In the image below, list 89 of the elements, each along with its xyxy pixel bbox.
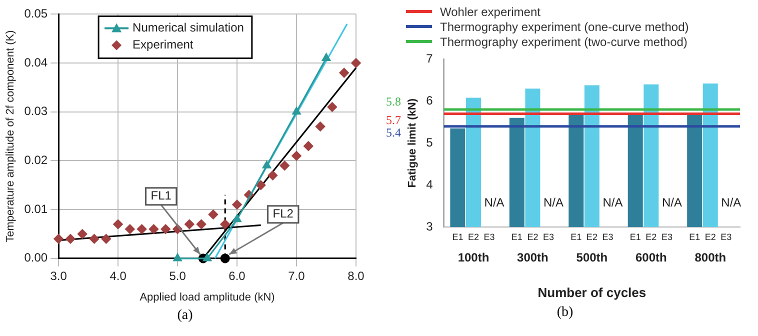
y-tick-label: 0.02 (24, 153, 48, 168)
text: E3 (542, 232, 554, 242)
point (203, 254, 212, 262)
text: E3 (484, 232, 495, 242)
text: N/A (602, 195, 623, 210)
text: N/A (543, 195, 564, 210)
point (280, 160, 290, 170)
x-axis-title: Applied load amplitude (kN) (140, 291, 275, 304)
x-tick-label: 7.0 (288, 268, 306, 283)
x-tick-label: 8.0 (348, 268, 365, 283)
y-tick-label: 0.05 (24, 6, 48, 21)
x-tick-label: 3.0 (50, 268, 68, 283)
point (351, 58, 361, 68)
point (173, 254, 182, 262)
y-axis-title: Temperature amplitude of 2f component (K) (4, 30, 17, 242)
x-tick-label: 500th (576, 250, 608, 265)
point (220, 219, 230, 230)
point (268, 170, 278, 180)
x-tick-label: 300th (517, 250, 548, 265)
annotation: FL1 (150, 188, 172, 203)
series-label: E1 (452, 232, 464, 242)
point (339, 68, 349, 78)
legend-label: Thermography experiment (one-curve method) (440, 20, 689, 34)
text: E3 (720, 232, 732, 242)
point (232, 200, 242, 210)
point (196, 219, 206, 230)
legend-label: Experiment (132, 38, 194, 52)
series-label: E2 (468, 232, 479, 242)
point (101, 234, 111, 244)
text: N/A (484, 195, 504, 210)
text: E1 (511, 232, 522, 242)
legend-label: Numerical simulation (132, 20, 244, 35)
y-tick-label: 0.01 (24, 202, 48, 216)
x-axis-title: Number of cycles (538, 284, 646, 300)
y-tick-label: 0.03 (24, 104, 48, 118)
text: (a) (176, 308, 194, 324)
x-tick-label: 800th (694, 250, 726, 265)
point (184, 219, 194, 230)
point (89, 234, 100, 244)
point (66, 234, 76, 244)
text: E3 (602, 232, 614, 242)
x-tick-label: 600th (635, 250, 667, 265)
y-tick-label: 7 (426, 52, 434, 66)
point (220, 254, 230, 264)
text: 5.8 (386, 94, 401, 109)
annotation: FL2 (272, 206, 294, 221)
text: E1 (689, 232, 700, 242)
x-tick-label: 100th (458, 250, 490, 265)
point (292, 107, 301, 115)
y-tick-label: 3 (426, 219, 434, 234)
y-tick-label: 5 (426, 135, 434, 150)
text: E2 (527, 232, 538, 242)
text: E2 (586, 232, 598, 242)
text: N/A (662, 195, 682, 210)
y-tick-label: 0.04 (24, 55, 48, 70)
text: E2 (704, 232, 716, 242)
text: E1 (630, 232, 641, 242)
text: E1 (570, 232, 582, 242)
point (160, 224, 170, 234)
point (304, 141, 314, 151)
point (292, 151, 302, 161)
point (125, 224, 135, 234)
text: E3 (661, 232, 672, 242)
text: 5.7 (386, 112, 401, 127)
text: (b) (556, 305, 574, 321)
y-tick-label: 4 (426, 177, 434, 192)
point (327, 102, 338, 112)
point (54, 234, 64, 244)
point (78, 229, 88, 239)
point (113, 219, 123, 230)
y-tick-label: 0.00 (24, 250, 48, 265)
text: N/A (721, 195, 742, 210)
y-tick-label: 6 (426, 93, 434, 108)
point (322, 53, 331, 61)
x-tick-label: 6.0 (228, 268, 246, 283)
text: E2 (646, 232, 657, 242)
point (208, 210, 218, 220)
point (262, 160, 272, 168)
text: 5.4 (386, 125, 401, 140)
point (232, 214, 242, 222)
point (256, 180, 266, 190)
x-tick-label: 4.0 (110, 268, 127, 283)
x-tick-label: 5.0 (169, 268, 186, 283)
point (148, 224, 159, 234)
legend-label: Thermography experiment (two-curve method) (440, 34, 688, 48)
y-axis-title: Fatigue limit (kN) (406, 98, 419, 188)
point (137, 224, 147, 234)
legend-label: Wohler experiment (440, 4, 540, 18)
point (316, 122, 326, 132)
